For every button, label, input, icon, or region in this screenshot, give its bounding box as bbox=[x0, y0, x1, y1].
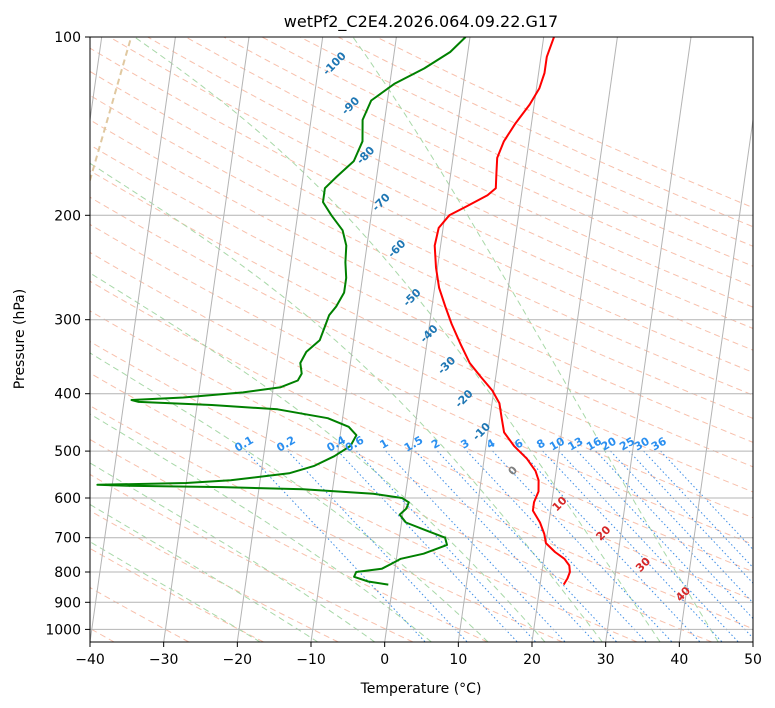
x-axis-ticks: −40 −30 −20 −10 0 10 20 30 40 50 bbox=[75, 642, 762, 668]
moist-adiabat bbox=[134, 37, 661, 642]
y-tick-label: 900 bbox=[54, 595, 81, 611]
dry-adiabat bbox=[90, 223, 753, 545]
dry-adiabat bbox=[90, 70, 753, 396]
y-axis-label: Pressure (hPa) bbox=[12, 289, 28, 389]
y-tick-label: 200 bbox=[54, 208, 81, 224]
x-tick-label: 40 bbox=[670, 652, 688, 668]
isotherm bbox=[90, 37, 176, 642]
x-tick-label: 0 bbox=[380, 652, 389, 668]
y-tick-label: 400 bbox=[54, 387, 81, 403]
x-axis-label: Temperature (°C) bbox=[360, 681, 482, 697]
moist-adiabat bbox=[90, 272, 546, 642]
plot-frame bbox=[89, 36, 754, 643]
x-tick-label: 10 bbox=[449, 652, 467, 668]
x-tick-label: 50 bbox=[744, 652, 762, 668]
dry-adiabat bbox=[223, 37, 753, 288]
profile-series bbox=[96, 37, 571, 586]
isotherm bbox=[310, 37, 397, 642]
y-axis-ticks: 100 200 300 400 500 600 700 800 900 1000 bbox=[45, 30, 90, 638]
isotherm bbox=[605, 37, 692, 642]
dry-adiabat bbox=[109, 37, 753, 351]
dry-adiabat bbox=[90, 196, 753, 519]
temperature-line bbox=[433, 37, 571, 586]
dry-adiabat bbox=[90, 341, 712, 642]
isotherm-grid bbox=[90, 37, 753, 642]
y-tick-label: 500 bbox=[54, 444, 81, 460]
isotherm bbox=[236, 37, 324, 642]
dry-adiabat bbox=[90, 170, 753, 493]
x-tick-label: −40 bbox=[75, 652, 105, 668]
dry-adiabat bbox=[90, 310, 753, 630]
isotherm bbox=[678, 116, 753, 642]
y-tick-label: 300 bbox=[54, 313, 81, 329]
x-tick-label: −10 bbox=[296, 652, 326, 668]
moist-adiabat bbox=[90, 352, 489, 642]
dry-adiabat bbox=[90, 510, 339, 642]
moist-adiabat bbox=[352, 37, 719, 642]
dewpoint-line bbox=[96, 37, 467, 586]
x-tick-label: −30 bbox=[149, 652, 179, 668]
x-tick-label: −20 bbox=[223, 652, 253, 668]
dry-adiabat bbox=[147, 37, 753, 330]
dry-adiabat bbox=[90, 280, 753, 601]
x-tick-label: 20 bbox=[523, 652, 541, 668]
y-tick-label: 800 bbox=[54, 565, 81, 581]
dry-adiabat bbox=[90, 251, 753, 573]
dry-adiabat bbox=[90, 405, 563, 642]
isotherm bbox=[384, 37, 471, 642]
x-tick-label: 30 bbox=[597, 652, 615, 668]
moist-adiabat bbox=[90, 541, 261, 642]
isotherm bbox=[163, 37, 250, 642]
isotherm bbox=[457, 37, 545, 642]
y-tick-label: 600 bbox=[54, 491, 81, 507]
dry-adiabat bbox=[90, 547, 264, 642]
y-tick-label: 1000 bbox=[45, 622, 81, 638]
moist-adiabat bbox=[90, 162, 603, 642]
y-tick-label: 700 bbox=[54, 531, 81, 547]
dry-adiabat bbox=[90, 144, 753, 468]
y-tick-label: 100 bbox=[54, 30, 81, 46]
chart-title: wetPf2_C2E4.2026.064.09.22.G17 bbox=[284, 12, 558, 32]
dry-adiabat bbox=[90, 94, 753, 419]
moist-adiabats bbox=[90, 37, 719, 642]
moist-adiabat bbox=[90, 462, 376, 642]
isobar-grid bbox=[90, 37, 753, 630]
